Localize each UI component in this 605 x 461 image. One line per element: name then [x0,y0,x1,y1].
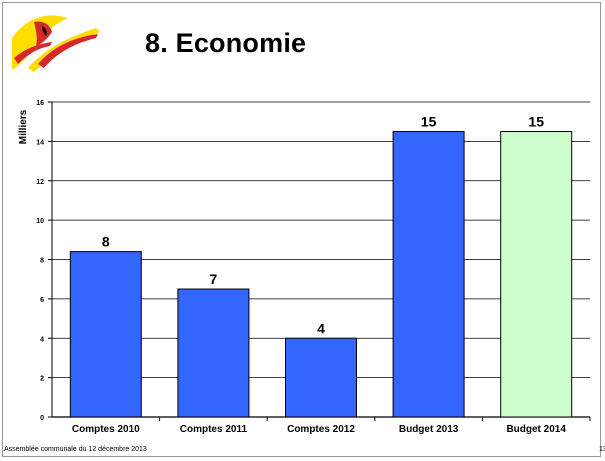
data-label: 7 [210,271,218,287]
x-tick-label: Budget 2014 [506,424,566,435]
y-axis-label: Milliers [18,109,29,144]
logo-brush-strokes [12,15,100,72]
y-tick-label: 16 [36,100,44,107]
page-title: 8. Economie [145,28,307,58]
y-tick-label: 2 [40,376,44,383]
footer-note: Assemblée communale du 12 décembre 2013 [4,446,147,453]
y-tick-label: 12 [36,179,44,186]
y-tick-label: 10 [36,218,44,225]
bar [285,337,357,418]
commune-logo [12,15,100,72]
data-label: 8 [102,234,110,250]
bar [69,251,142,418]
y-tick-label: 8 [40,258,44,265]
data-label: 15 [421,114,437,130]
y-tick-label: 0 [40,415,44,422]
x-tick-label: Comptes 2010 [72,424,140,435]
bar [177,288,250,418]
x-tick-label: Comptes 2012 [287,424,355,435]
slide-number: 13 [599,446,605,453]
y-tick-label: 14 [36,139,44,146]
data-label: 15 [528,114,544,130]
bar [500,131,573,418]
y-tick-label: 4 [40,336,44,343]
x-tick-label: Budget 2013 [399,424,459,435]
bar [392,131,465,418]
x-tick-label: Comptes 2011 [180,424,248,435]
data-label: 4 [317,320,325,336]
y-tick-label: 6 [40,297,44,304]
